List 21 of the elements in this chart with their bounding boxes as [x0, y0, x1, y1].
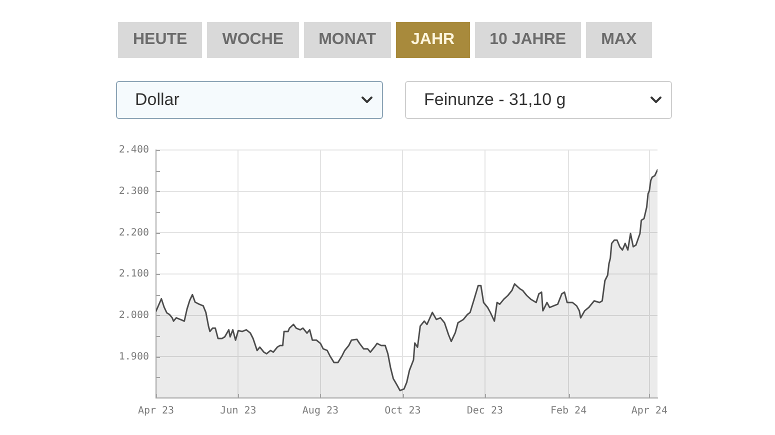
y-tick-label: 1.900 [118, 351, 149, 362]
tab-label: JAHR [411, 31, 455, 49]
dropdown-field: Feinunze - 31,10 g [405, 81, 672, 119]
tab-label: MAX [601, 31, 637, 49]
tab-label: HEUTE [133, 31, 188, 49]
tab-label: MONAT [318, 31, 376, 49]
tab-label: WOCHE [222, 31, 284, 49]
x-tick-label: Dec 23 [466, 406, 504, 417]
y-tick-label: 2.000 [118, 310, 149, 321]
x-tick-label: Aug 23 [302, 406, 339, 417]
y-tick-label: 2.100 [118, 268, 149, 280]
x-tick-label: Jun 23 [220, 406, 256, 417]
x-tick-label: Feb 24 [550, 406, 587, 417]
x-tick-label: Apr 24 [631, 406, 668, 417]
x-tick-label: Apr 23 [138, 406, 174, 417]
y-tick-label: 2.300 [118, 186, 149, 197]
y-tick-label: 2.200 [118, 227, 149, 238]
y-tick-label: 2.400 [118, 144, 149, 156]
dropdown-field: Dollar [116, 81, 383, 119]
tab-label: 10 JAHRE [490, 31, 566, 49]
x-tick-label: Oct 23 [384, 406, 421, 417]
